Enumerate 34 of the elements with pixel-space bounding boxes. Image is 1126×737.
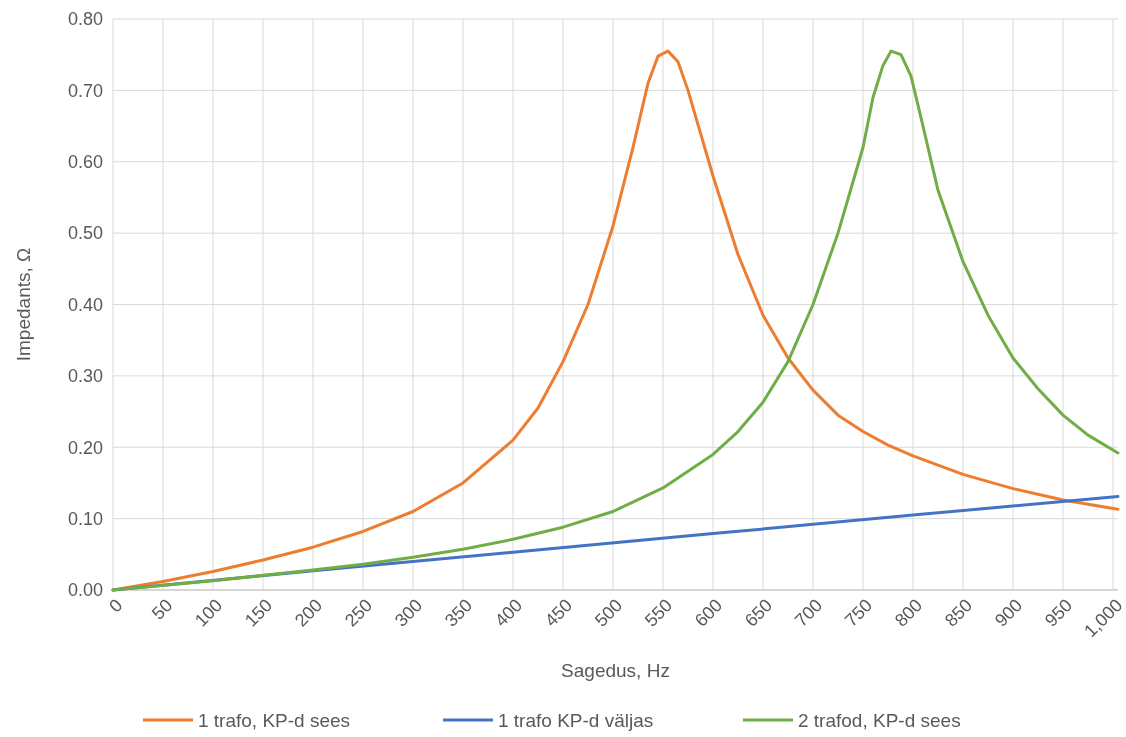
y-tick-label: 0.60	[67, 152, 103, 173]
x-tick-label: 250	[340, 595, 377, 631]
y-tick-label: 0.30	[67, 366, 103, 387]
y-tick-label: 0.50	[67, 223, 103, 244]
x-tick-label: 50	[147, 595, 177, 624]
x-tick-label: 900	[990, 595, 1027, 631]
x-tick-label: 400	[490, 595, 527, 631]
y-tick-label: 0.70	[67, 80, 103, 101]
x-tick-label: 700	[790, 595, 827, 631]
x-tick-label: 800	[890, 595, 927, 631]
x-tick-label: 450	[540, 595, 577, 631]
x-tick-label: 850	[940, 595, 977, 631]
x-tick-label: 950	[1040, 595, 1077, 631]
x-tick-label: 550	[640, 595, 677, 631]
x-axis-title: Sagedus, Hz	[561, 660, 670, 681]
x-tick-label: 300	[390, 595, 427, 631]
legend-label: 1 trafo KP-d väljas	[498, 709, 654, 731]
x-tick-label: 200	[290, 595, 327, 631]
y-tick-label: 0.80	[67, 9, 103, 30]
y-tick-label: 0.00	[67, 580, 103, 601]
x-tick-label: 350	[440, 595, 477, 631]
x-tick-label: 0	[105, 595, 127, 617]
x-tick-label: 150	[240, 595, 277, 631]
x-tick-label: 100	[190, 595, 227, 631]
x-tick-label: 750	[840, 595, 877, 631]
y-axis-title: Impedants, Ω	[13, 247, 34, 362]
y-tick-label: 0.10	[67, 508, 103, 529]
legend-label: 2 trafod, KP-d sees	[798, 709, 961, 731]
x-tick-label: 600	[690, 595, 727, 631]
x-tick-label: 650	[740, 595, 777, 631]
y-tick-label: 0.40	[67, 294, 103, 315]
x-tick-label: 500	[590, 595, 627, 631]
legend-label: 1 trafo, KP-d sees	[198, 709, 351, 731]
y-tick-label: 0.20	[67, 437, 103, 458]
